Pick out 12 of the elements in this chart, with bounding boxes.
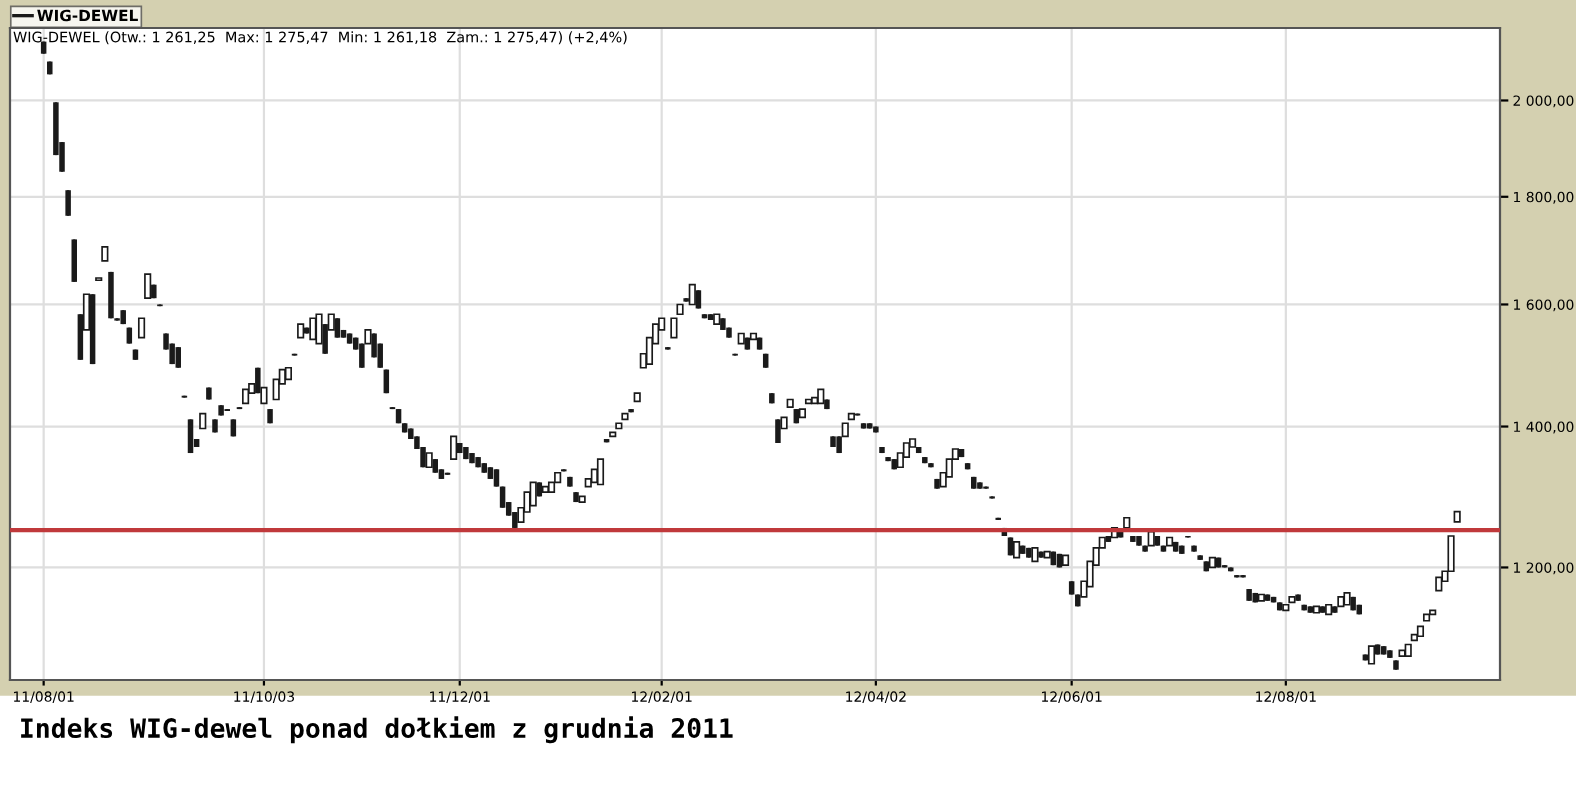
candlestick	[144, 273, 152, 300]
candlestick	[187, 418, 194, 455]
candlestick	[71, 238, 77, 283]
candlestick	[596, 458, 605, 486]
candlestick	[450, 435, 458, 460]
candlestick	[137, 317, 146, 339]
text: Indeks WIG-dewel ponad dołkiem z grudnia 2011	[21, 716, 733, 744]
candlestick	[309, 317, 317, 341]
candlestick	[529, 481, 537, 507]
candlestick	[688, 283, 696, 306]
candlestick	[175, 346, 182, 369]
candlestick	[334, 317, 341, 339]
